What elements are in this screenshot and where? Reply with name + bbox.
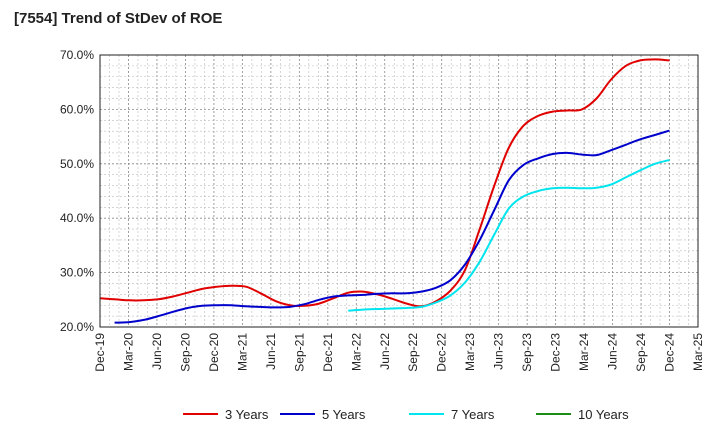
legend-label: 5 Years — [322, 407, 366, 422]
x-tick-label: Sep-23 — [520, 333, 534, 372]
x-tick-label: Mar-20 — [121, 333, 135, 371]
series-line-7-years — [348, 159, 670, 312]
axis-layer: Dec-19 Mar-20 Jun-20 Sep-20 Dec-20 Mar-21 Jun-… — [60, 48, 705, 372]
y-tick-label: 60.0% — [60, 102, 94, 116]
y-tick-label: 40.0% — [60, 211, 94, 225]
legend: 3 Years 5 Years 7 Years 10 Years — [183, 407, 629, 422]
legend-label: 3 Years — [225, 407, 269, 422]
chart-title: [7554] Trend of StDev of ROE — [14, 10, 223, 27]
x-tick-label: Mar-23 — [463, 333, 477, 371]
x-tick-label: Dec-20 — [207, 333, 221, 372]
x-tick-label: Dec-23 — [549, 333, 563, 372]
x-tick-label: Jun-24 — [606, 333, 620, 370]
x-tick-label: Sep-22 — [406, 333, 420, 372]
y-tick-label: 30.0% — [60, 266, 94, 280]
y-tick-label: 20.0% — [60, 320, 94, 334]
x-tick-label: Mar-21 — [235, 333, 249, 371]
x-tick-label: Sep-21 — [292, 333, 306, 372]
x-tick-label: Dec-19 — [93, 333, 107, 372]
legend-label: 10 Years — [578, 407, 629, 422]
x-tick-label: Jun-23 — [492, 333, 506, 370]
y-tick-label: 70.0% — [60, 48, 94, 62]
x-tick-label: Jun-22 — [378, 333, 392, 370]
plot-frame — [99, 54, 699, 328]
x-tick-label: Jun-21 — [264, 333, 278, 370]
x-tick-label: Dec-21 — [321, 333, 335, 372]
y-tick-label: 50.0% — [60, 157, 94, 171]
series-line-3-years — [99, 58, 670, 308]
legend-label: 7 Years — [451, 407, 495, 422]
x-tick-label: Mar-25 — [691, 333, 705, 371]
x-tick-label: Dec-24 — [663, 333, 677, 372]
series-layer — [99, 58, 670, 324]
x-tick-label: Mar-22 — [349, 333, 363, 371]
x-tick-label: Sep-20 — [178, 333, 192, 372]
x-tick-label: Jun-20 — [150, 333, 164, 370]
grid-layer — [99, 54, 699, 328]
x-tick-label: Dec-22 — [435, 333, 449, 372]
x-tick-label: Mar-24 — [577, 333, 591, 371]
x-tick-label: Sep-24 — [634, 333, 648, 372]
series-line-5-years — [114, 129, 670, 324]
